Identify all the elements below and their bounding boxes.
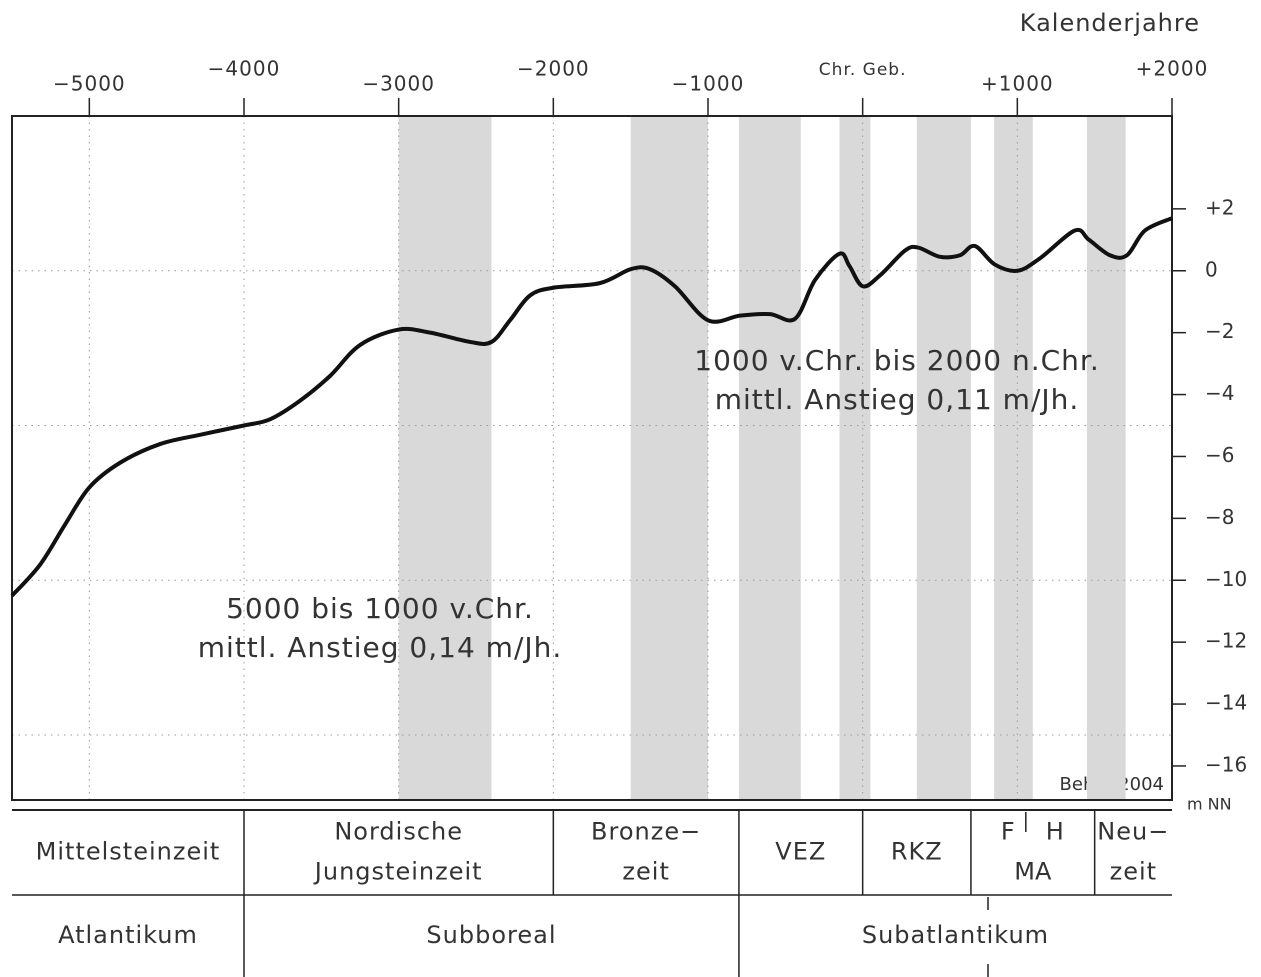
period-label: Subboreal [426,921,556,949]
y-tick-label: −16 [1205,752,1247,776]
x-tick-label: −2000 [517,57,590,81]
period-label: Neu− [1097,818,1169,846]
period-label: RKZ [891,838,943,866]
x-axis-label: Kalenderjahre [1020,9,1200,37]
y-tick-label: −6 [1205,443,1234,467]
x-tick-label: −3000 [362,72,435,96]
x-tick-label: −1000 [672,72,745,96]
x-tick-label: +2000 [1136,57,1209,81]
period-label: Atlantikum [58,921,198,949]
period-label: zeit [1110,858,1157,886]
sea-level-curve [10,216,1173,598]
x-tick-label: Chr. Geb. [819,60,907,80]
band [1086,116,1126,800]
period-label: Mittelsteinzeit [36,838,221,866]
period-label: Jungsteinzeit [313,858,483,886]
period-label: zeit [622,858,669,886]
period-label: Subatlantikum [862,921,1049,949]
annotation: mittl. Anstieg 0,14 m/Jh. [198,631,563,664]
x-tick-label: −4000 [208,57,281,81]
y-tick-label: −8 [1205,505,1234,529]
period-label: Nordische [334,818,463,846]
period-label: F [1001,818,1015,846]
x-tick-label: +1000 [981,72,1054,96]
annotation: mittl. Anstieg 0,11 m/Jh. [715,383,1080,416]
y-axis-label: m NN [1187,795,1232,814]
band [994,116,1033,800]
annotation: 5000 bis 1000 v.Chr. [226,592,534,625]
y-tick-label: +2 [1205,195,1234,219]
period-label: VEZ [775,838,826,866]
band [630,116,708,800]
period-label: H [1046,818,1064,846]
plot-frame [11,115,1173,801]
band [398,116,492,800]
y-tick-label: −4 [1205,381,1234,405]
y-tick-label: −10 [1205,567,1247,591]
period-label: MA [1014,858,1052,886]
period-label: Bronze− [591,818,701,846]
y-tick-label: −2 [1205,319,1234,343]
y-tick-label: −12 [1205,629,1247,653]
x-tick-label: −5000 [53,72,126,96]
band [738,116,801,800]
y-tick-label: −14 [1205,691,1247,715]
band [839,116,871,800]
band [916,116,971,800]
annotation: 1000 v.Chr. bis 2000 n.Chr. [694,344,1099,377]
y-tick-label: 0 [1205,257,1218,281]
